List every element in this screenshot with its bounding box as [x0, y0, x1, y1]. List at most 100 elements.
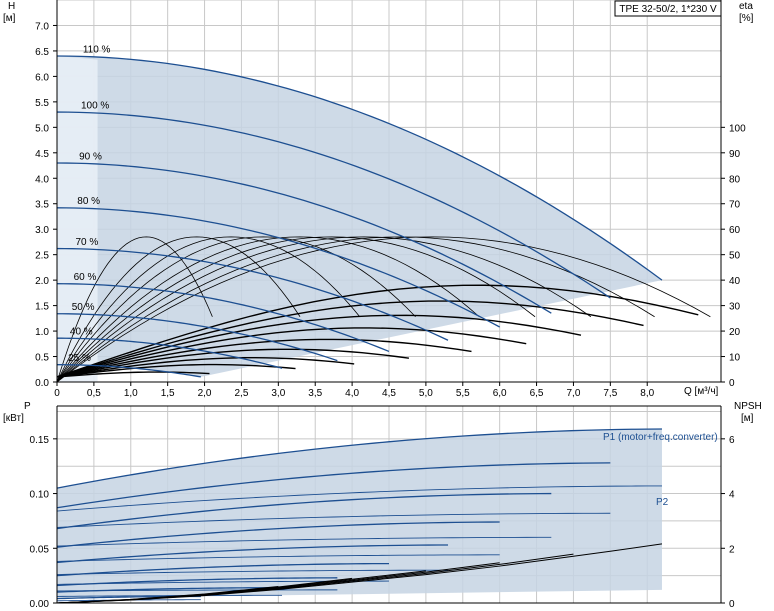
top-x-tick-label: 3,5	[308, 388, 322, 399]
speed-curve	[56, 283, 390, 353]
speed-curve-label: 60 %	[74, 272, 97, 283]
y-right-label-bottom: NPSH	[734, 401, 762, 412]
bottom-y-right-tick-label: 6	[729, 435, 735, 446]
top-x-tick-label: 4,5	[382, 388, 396, 399]
speed-curve-label: 90 %	[79, 151, 102, 162]
top-y-left-tick-label: 4.0	[35, 174, 49, 185]
top-y-left-tick-label: 2.5	[35, 251, 49, 262]
top-y-left-tick-label: 6.5	[35, 47, 49, 58]
top-speed-curves: 110 % 100 % 90 % 80 % 70 % 60 % 50 % 40 % 25 %	[56, 44, 663, 378]
p2-curve	[56, 512, 611, 528]
p2-curve	[56, 569, 449, 575]
speed-curve	[56, 162, 552, 314]
top-y-left-tick-label: 1.0	[35, 327, 49, 338]
efficiency-band	[56, 300, 644, 378]
top-x-tick-label: 1,5	[161, 388, 175, 399]
efficiency-band	[56, 314, 582, 378]
speed-curve-label: 50 %	[72, 302, 95, 313]
bottom-area-fill-upper	[57, 428, 662, 512]
top-y-left-tick-label: 6.0	[35, 72, 49, 83]
efficiency-band	[56, 357, 355, 378]
p2-legend-label: P2	[656, 497, 669, 508]
top-y-right-tick-label: 90	[729, 149, 741, 160]
top-y-right-tick-label: 80	[729, 174, 741, 185]
bottom-y-right-tick-label: 0	[729, 599, 735, 610]
speed-curve	[56, 313, 338, 362]
top-y-left-tick-label: 7.0	[35, 21, 49, 32]
efficiency-curve	[56, 236, 536, 383]
p2-curve	[56, 485, 662, 512]
title-box	[614, 0, 722, 17]
top-x-tick-label: 6,0	[493, 388, 507, 399]
top-y-left-tick-label: 2.0	[35, 276, 49, 287]
x-axis-label: Q [м³/ч]	[684, 386, 719, 397]
top-y-left-tick-label: 5.5	[35, 98, 49, 109]
top-x-tick-label: 2,0	[198, 388, 212, 399]
top-y-left-tick-label: 5.0	[35, 123, 49, 134]
top-y-right-tick-label: 20	[729, 327, 741, 338]
speed-curve-label: 40 %	[70, 326, 93, 337]
y-right-unit-top: [%]	[739, 13, 754, 24]
top-x-tick-label: 3,0	[271, 388, 285, 399]
efficiency-band	[56, 338, 472, 378]
top-y-left-tick-label: 3.0	[35, 225, 49, 236]
speed-curve	[56, 111, 611, 299]
bottom-y-left-tick-label: 0.15	[30, 435, 50, 446]
top-x-tick-label: 0	[54, 388, 60, 399]
speed-curve	[56, 55, 663, 281]
top-y-left-tick-label: 4.5	[35, 149, 49, 160]
p1-curve	[56, 428, 662, 489]
top-x-tick-label: 0,5	[87, 388, 101, 399]
efficiency-band	[56, 371, 210, 378]
top-x-tick-label: 5,5	[456, 388, 470, 399]
p1-curve	[56, 562, 390, 577]
efficiency-band	[56, 363, 296, 378]
efficiency-curve	[56, 236, 711, 383]
bottom-y-left-tick-label: 0.10	[30, 490, 50, 501]
efficiency-curve	[56, 236, 655, 383]
top-x-tick-label: 6,5	[530, 388, 544, 399]
top-y-right-tick-label: 0	[729, 378, 735, 389]
speed-curve	[56, 337, 283, 369]
efficiency-curve	[56, 236, 361, 383]
efficiency-curve	[56, 236, 416, 383]
top-y-right-tick-label: 40	[729, 276, 741, 287]
efficiency-curve	[56, 236, 592, 383]
npsh-curve	[56, 585, 279, 604]
top-x-tick-label: 4,0	[345, 388, 359, 399]
top-y-left-tick-label: 0.5	[35, 353, 49, 364]
p2-curve	[56, 594, 283, 597]
efficiency-curve	[56, 236, 301, 383]
bottom-power-curves	[56, 428, 663, 604]
efficiency-band	[56, 327, 527, 378]
speed-curve	[56, 364, 201, 378]
speed-curve	[56, 207, 500, 328]
p2-curve	[56, 536, 552, 547]
top-x-tick-label: 7,5	[603, 388, 617, 399]
y-left-unit-top: [м]	[3, 13, 16, 24]
efficiency-curve	[56, 236, 480, 383]
top-y-left-tick-label: 0.0	[35, 378, 49, 389]
bottom-y-right-tick-label: 4	[729, 490, 735, 501]
top-y-right-tick-label: 10	[729, 353, 741, 364]
top-x-tick-label: 1,0	[124, 388, 138, 399]
top-y-right-tick-label: 100	[729, 123, 746, 134]
p1-curve	[56, 462, 611, 509]
top-x-tick-label: 8,0	[640, 388, 654, 399]
speed-curve-label: 80 %	[77, 196, 100, 207]
top-x-tick-label: 2,5	[234, 388, 248, 399]
speed-curve-label: 25 %	[68, 353, 91, 364]
p2-curve	[56, 554, 500, 562]
bottom-y-right-tick-label: 2	[729, 544, 735, 555]
p2-curve	[56, 589, 338, 592]
speed-curve	[56, 247, 449, 341]
y-left-unit-bottom: [кВт]	[3, 413, 24, 424]
efficiency-band	[56, 284, 699, 378]
p1-curve	[56, 521, 500, 548]
speed-curve-label: 70 %	[75, 237, 98, 248]
bottom-y-left-tick-label: 0.00	[30, 599, 50, 610]
y-left-label-bottom: P	[24, 401, 31, 412]
bottom-y-left-tick-label: 0.05	[30, 544, 50, 555]
y-left-label-top: H	[8, 1, 15, 12]
